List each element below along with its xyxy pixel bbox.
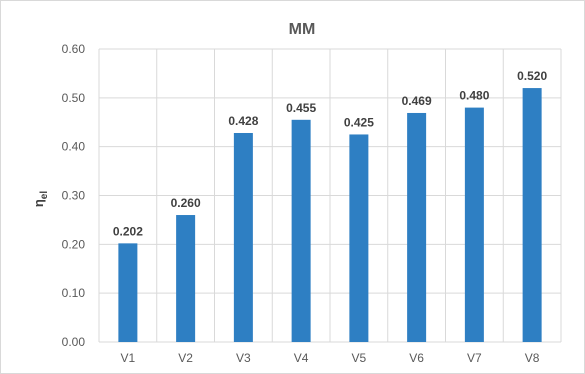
- data-label-v8: 0.520: [517, 69, 547, 83]
- bar-v7: [464, 107, 484, 342]
- x-tick-label: V6: [409, 351, 424, 365]
- y-tick-label: 0.00: [62, 335, 86, 349]
- data-label-v4: 0.455: [286, 101, 316, 115]
- x-tick-label: V7: [467, 351, 482, 365]
- y-tick-label: 0.40: [62, 140, 86, 154]
- y-axis-title: ηel: [31, 191, 50, 208]
- data-label-v2: 0.260: [171, 196, 201, 210]
- bars: [118, 88, 542, 342]
- x-tick-label: V1: [121, 351, 136, 365]
- x-tick-label: V8: [525, 351, 540, 365]
- bar-v3: [233, 132, 253, 342]
- x-tick-label: V2: [178, 351, 193, 365]
- data-label-v7: 0.480: [459, 89, 489, 103]
- x-axis-ticks: V1 V2 V3 V4 V5 V6 V7 V8: [121, 351, 540, 365]
- y-axis-title-subscript: el: [39, 191, 50, 200]
- data-label-v1: 0.202: [113, 224, 143, 238]
- y-tick-label: 0.20: [62, 237, 86, 251]
- bar-v8: [522, 88, 542, 342]
- y-axis-ticks: 0.00 0.10 0.20 0.30 0.40 0.50 0.60: [62, 42, 86, 349]
- x-tick-label: V3: [236, 351, 251, 365]
- bar-v2: [176, 215, 196, 342]
- data-label-v3: 0.428: [228, 114, 258, 128]
- data-labels: 0.202 0.260 0.428 0.455 0.425 0.469 0.480 0.520: [113, 69, 548, 238]
- chart-title: MM: [289, 21, 316, 38]
- x-tick-label: V5: [352, 351, 367, 365]
- y-tick-label: 0.50: [62, 91, 86, 105]
- y-tick-label: 0.60: [62, 42, 86, 56]
- gridlines: [98, 48, 562, 343]
- bar-v5: [349, 134, 369, 342]
- y-tick-label: 0.30: [62, 189, 86, 203]
- bar-v6: [407, 112, 427, 342]
- bar-v1: [118, 243, 138, 342]
- data-label-v5: 0.425: [344, 115, 374, 129]
- y-axis-title-main: η: [31, 199, 46, 207]
- x-tick-label: V4: [294, 351, 309, 365]
- data-label-v6: 0.469: [402, 94, 432, 108]
- bar-v4: [291, 119, 311, 342]
- y-tick-label: 0.10: [62, 286, 86, 300]
